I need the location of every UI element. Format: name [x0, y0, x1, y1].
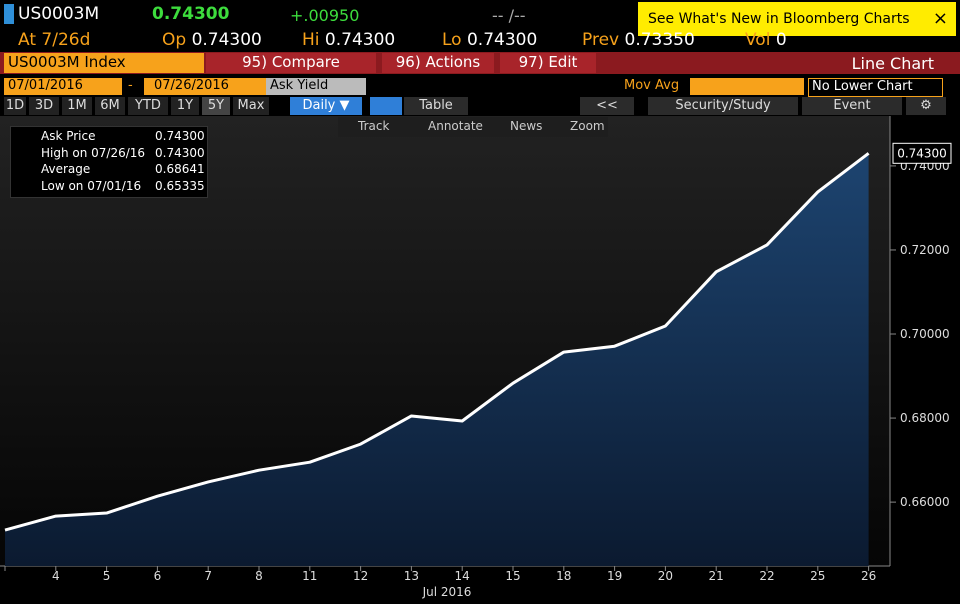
security-study[interactable]: Security/Study — [648, 97, 798, 115]
open: Op 0.74300 — [162, 30, 262, 50]
prev: Prev 0.73350 — [582, 30, 695, 50]
as-of: At 7/26d — [18, 30, 91, 50]
mov-avg-input[interactable] — [690, 78, 804, 95]
event[interactable]: Event — [802, 97, 902, 115]
banner-text[interactable]: See What's New in Bloomberg Charts — [648, 11, 910, 27]
legend-value: 0.65335 — [155, 178, 205, 193]
legend-value: 0.74300 — [155, 145, 205, 160]
legend-label: Ask Price — [41, 129, 96, 143]
open-label: Op — [162, 30, 187, 50]
field[interactable]: Ask Yield — [266, 78, 366, 95]
volume-value: 0 — [775, 30, 787, 50]
x-tick-label: 21 — [709, 569, 724, 583]
legend-label: Low on 07/01/16 — [41, 178, 142, 193]
x-tick-label: 20 — [658, 569, 673, 583]
legend: Ask Price 0.74300 High on 07/26/16 0.74300 A… — [10, 126, 208, 198]
ticker: US0003M — [18, 4, 100, 24]
area-fill — [5, 153, 869, 566]
legend-label: Average — [41, 162, 91, 176]
y-tick-label: 0.68000 — [900, 411, 950, 425]
period-button[interactable]: Max — [233, 97, 269, 115]
bid-ask: -- /-- — [492, 6, 526, 25]
chart-tool[interactable]: Annotate — [428, 119, 483, 133]
last-price: 0.74300 — [152, 4, 230, 24]
x-axis-label: Jul 2016 — [422, 585, 472, 599]
low: Lo 0.74300 — [442, 30, 537, 50]
chart-type[interactable]: Line Chart — [851, 54, 934, 73]
banner[interactable]: See What's New in Bloomberg Charts × — [638, 2, 956, 36]
low-label: Lo — [442, 30, 462, 50]
x-tick-label: 6 — [154, 569, 162, 583]
open-value: 0.74300 — [191, 30, 262, 50]
y-tick-label: 0.72000 — [900, 243, 950, 257]
chart-tools: Track Annotate News Zoom — [338, 117, 608, 137]
period-button[interactable]: 5Y — [202, 97, 230, 115]
legend-value: 0.74300 — [155, 129, 205, 143]
collapse[interactable]: << — [580, 97, 634, 115]
x-tick-label: 26 — [861, 569, 876, 583]
settings[interactable]: ⚙ — [906, 97, 946, 115]
period-button[interactable]: YTD — [128, 97, 168, 115]
prev-value: 0.73350 — [624, 30, 695, 50]
banner-close[interactable]: × — [932, 8, 948, 29]
high-value: 0.74300 — [324, 30, 396, 50]
low-value: 0.74300 — [466, 30, 538, 50]
y-tick-label: 0.70000 — [900, 327, 950, 341]
lower-chart[interactable]: No Lower Chart — [808, 78, 943, 97]
period-button[interactable]: 1Y — [171, 97, 199, 115]
start-date[interactable]: 07/01/2016 — [4, 78, 122, 95]
x-tick-label: 5 — [103, 569, 111, 583]
line-icon[interactable] — [370, 97, 402, 115]
change: +.00950 — [290, 6, 360, 25]
x-tick-label: 15 — [505, 569, 520, 583]
x-tick-label: 12 — [353, 569, 368, 583]
date-dash: - — [128, 78, 133, 93]
volume-label: Vol — [745, 30, 771, 50]
daily[interactable]: Daily ▼ — [290, 97, 362, 115]
x-tick-label: 8 — [255, 569, 263, 583]
edit[interactable]: 97) Edit — [500, 53, 596, 73]
x-tick-label: 25 — [810, 569, 825, 583]
table[interactable]: Table — [404, 97, 468, 115]
x-tick-label: 7 — [204, 569, 212, 583]
price-tag-box — [892, 142, 952, 164]
mov-avg[interactable]: Mov Avg — [624, 78, 680, 93]
prev-label: Prev — [582, 30, 620, 50]
line — [4, 152, 870, 532]
x-tick-label: 14 — [455, 569, 470, 583]
security[interactable]: US0003M Index — [4, 53, 204, 73]
x-tick-label: 19 — [607, 569, 622, 583]
legend-label: High on 07/26/16 — [41, 145, 146, 160]
period-button[interactable]: 1D — [4, 97, 26, 115]
legend-value: 0.68641 — [155, 162, 205, 176]
y-tick-label: 0.66000 — [900, 495, 950, 509]
price-tag: 0.74300 — [897, 146, 947, 160]
x-tick-label: 11 — [302, 569, 317, 583]
end-date[interactable]: 07/26/2016 — [144, 78, 268, 95]
actions[interactable]: 96) Actions — [382, 53, 494, 73]
compare[interactable]: 95) Compare — [206, 53, 376, 73]
period-button[interactable]: 6M — [95, 97, 125, 115]
period-button[interactable]: 1M — [62, 97, 92, 115]
x-tick-label: 18 — [556, 569, 571, 583]
x-tick-label: 4 — [52, 569, 60, 583]
ticker-marker — [4, 4, 14, 24]
chart-tool[interactable]: Zoom — [570, 119, 605, 133]
x-tick-label: 22 — [759, 569, 774, 583]
high: Hi 0.74300 — [302, 30, 395, 50]
chart-tool[interactable]: News — [510, 119, 543, 133]
volume: Vol 0 — [745, 30, 787, 50]
period-button[interactable]: 3D — [29, 97, 59, 115]
chart-tool[interactable]: Track — [358, 119, 390, 133]
high-label: Hi — [302, 30, 320, 50]
x-tick-label: 13 — [404, 569, 419, 583]
